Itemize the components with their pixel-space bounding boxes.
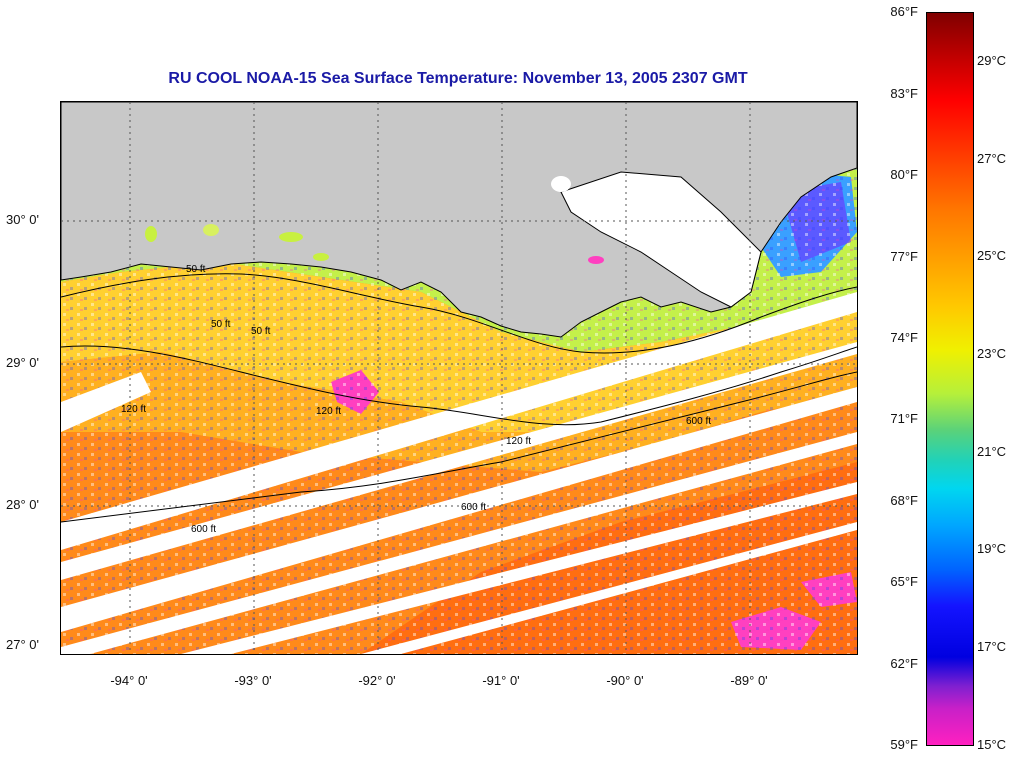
lake-white bbox=[551, 176, 571, 192]
contour-label-50ft: 50 ft bbox=[186, 264, 206, 275]
contour-label-50ft: 50 ft bbox=[211, 319, 231, 330]
graticule bbox=[61, 102, 857, 654]
colorbar-f-label: 86°F bbox=[890, 4, 918, 19]
lon-label-89: -89° 0' bbox=[730, 673, 768, 688]
contour-label-600ft: 600 ft bbox=[461, 502, 486, 513]
colorbar-c-label: 21°C bbox=[977, 444, 1007, 459]
colorbar-f-label: 74°F bbox=[890, 330, 918, 345]
lat-label-30: 30° 0' bbox=[6, 212, 39, 227]
colorbar-c-label: 23°C bbox=[977, 346, 1007, 361]
colorbar-f-label: 77°F bbox=[890, 249, 918, 264]
contour-label-120ft: 120 ft bbox=[316, 406, 341, 417]
colorbar-c-label: 17°C bbox=[977, 639, 1007, 654]
colorbar-c-label: 15°C bbox=[977, 737, 1007, 752]
lon-label-92: -92° 0' bbox=[358, 673, 396, 688]
contour-label-50ft: 50 ft bbox=[251, 326, 271, 337]
contour-label-600ft: 600 ft bbox=[191, 524, 216, 535]
contour-label-600ft: 600 ft bbox=[686, 416, 711, 427]
lon-label-93: -93° 0' bbox=[234, 673, 272, 688]
contour-label-120ft: 120 ft bbox=[121, 404, 146, 415]
colorbar-c-label: 25°C bbox=[977, 248, 1007, 263]
lon-label-94: -94° 0' bbox=[110, 673, 148, 688]
temperature-colorbar bbox=[926, 12, 974, 746]
colorbar-f-label: 83°F bbox=[890, 86, 918, 101]
colorbar-c-label: 29°C bbox=[977, 53, 1007, 68]
missing-data-swaths bbox=[61, 292, 857, 654]
contour-label-120ft: 120 ft bbox=[506, 436, 531, 447]
colorbar-f-label: 68°F bbox=[890, 493, 918, 508]
lon-label-91: -91° 0' bbox=[482, 673, 520, 688]
lat-label-27: 27° 0' bbox=[6, 637, 39, 652]
lon-label-90: -90° 0' bbox=[606, 673, 644, 688]
delta-white bbox=[560, 171, 762, 308]
colorbar-c-label: 19°C bbox=[977, 541, 1007, 556]
lat-label-28: 28° 0' bbox=[6, 497, 39, 512]
colorbar-f-label: 59°F bbox=[890, 737, 918, 752]
colorbar-f-label: 62°F bbox=[890, 656, 918, 671]
map-title: RU COOL NOAA-15 Sea Surface Temperature:… bbox=[168, 70, 748, 87]
lat-label-29: 29° 0' bbox=[6, 355, 39, 370]
colorbar-f-label: 71°F bbox=[890, 411, 918, 426]
colorbar-f-label: 80°F bbox=[890, 167, 918, 182]
sst-map: 50 ft 50 ft 50 ft 120 ft 120 ft 120 ft 6… bbox=[60, 101, 858, 655]
bathymetry-contours bbox=[61, 273, 857, 523]
colorbar-c-label: 27°C bbox=[977, 151, 1007, 166]
colorbar-f-label: 65°F bbox=[890, 574, 918, 589]
